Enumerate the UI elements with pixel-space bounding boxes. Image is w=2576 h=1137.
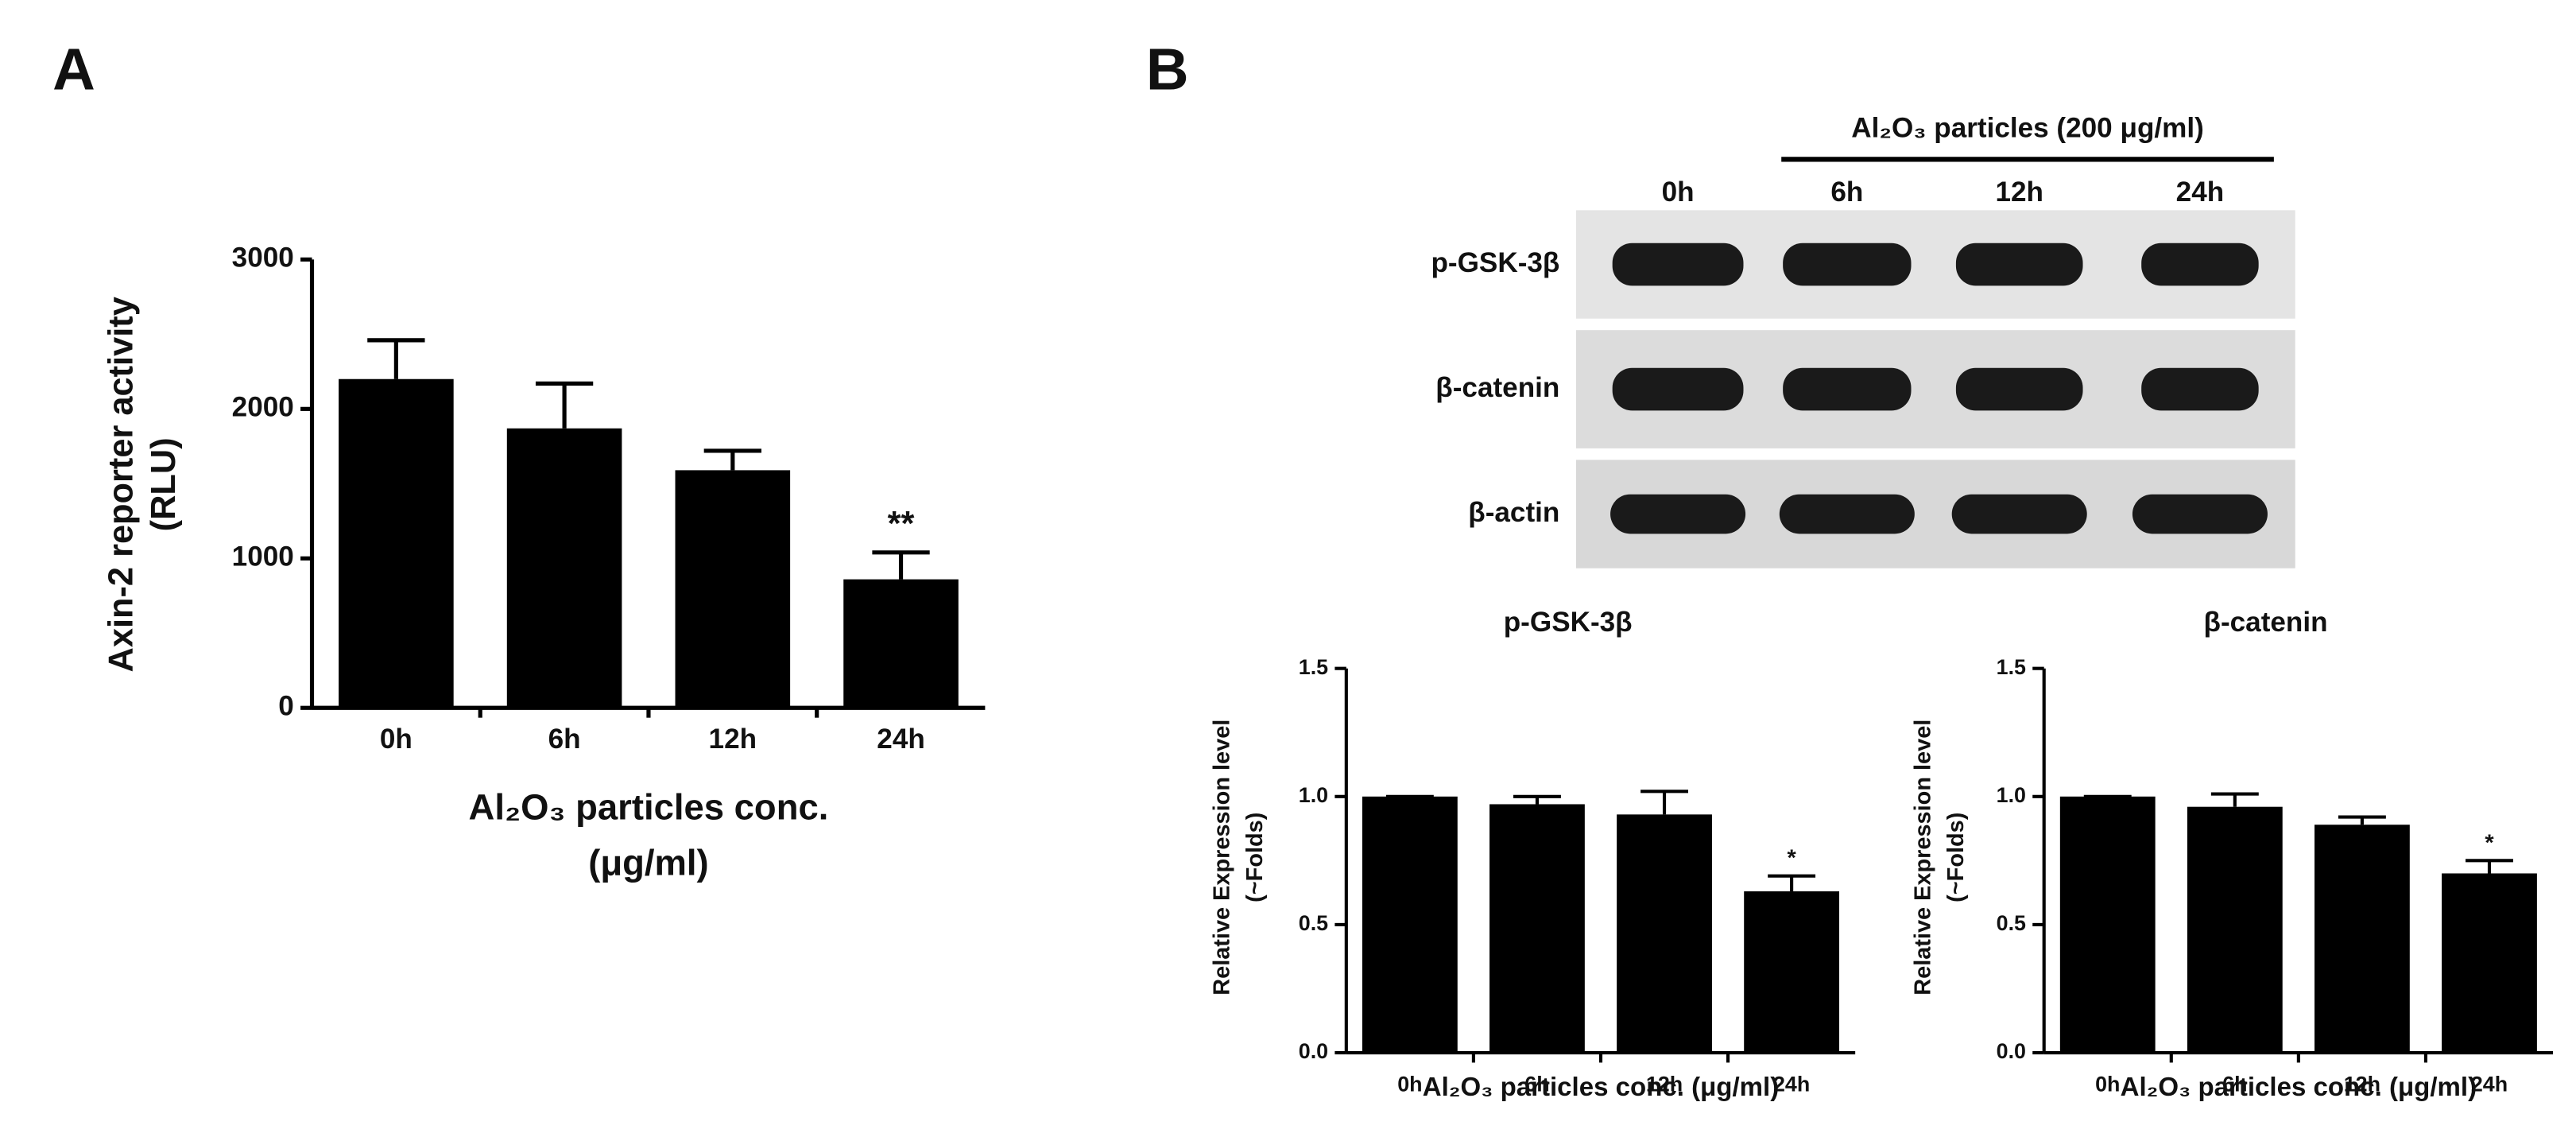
blot-band [2132, 494, 2268, 534]
blot-band [1779, 494, 1915, 534]
chart-title: p-GSK-3β [1504, 607, 1633, 638]
x-axis-label: Al₂O₃ particles conc. (μg/ml) [1423, 1073, 1779, 1102]
bar [2059, 796, 2156, 1054]
bar [843, 579, 959, 708]
y-axis-label: (RLU) [145, 437, 183, 531]
error-bar [367, 338, 425, 379]
y-tick-label: 0.0 [1997, 1039, 2026, 1063]
x-tick-label: 12h [709, 724, 757, 755]
panel-label: B [1146, 37, 1189, 103]
error-bar [703, 448, 761, 471]
lane-label: 12h [1995, 177, 2043, 208]
significance: ** [888, 505, 915, 543]
y-tick-label: 0.0 [1299, 1039, 1328, 1063]
blot-band [1612, 243, 1744, 286]
bar [1362, 796, 1458, 1054]
x-tick-label: 6h [1524, 1072, 1549, 1096]
blot-band [1955, 367, 2083, 411]
chart-title: β-catenin [2204, 607, 2328, 638]
x-tick-label: 6h [2222, 1072, 2247, 1096]
error-bar [1768, 874, 1816, 892]
blot-band [1783, 367, 1912, 411]
error-bar [2210, 792, 2259, 807]
bar [1744, 891, 1840, 1054]
row-label: p-GSK-3β [1431, 247, 1559, 278]
y-axis-label: Relative Expression level [1210, 720, 1235, 995]
row-label: β-catenin [1435, 372, 1559, 403]
y-tick-label: 1.0 [1299, 783, 1328, 807]
bar [1617, 814, 1712, 1054]
y-tick-label: 1000 [232, 541, 294, 572]
error-bar [872, 550, 930, 580]
x-axis-label: Al₂O₃ particles conc. (μg/ml) [2121, 1073, 2477, 1102]
error-bar [2466, 859, 2513, 874]
blot-header: Al₂O₃ particles (200 μg/ml) [1851, 112, 2204, 143]
x-tick-label: 6h [548, 724, 581, 755]
bar [675, 470, 791, 708]
blot-band [1783, 243, 1912, 286]
y-tick-label: 1.0 [1997, 783, 2026, 807]
blot-band [1612, 367, 1744, 411]
error-bar [1641, 790, 1688, 815]
bar [1489, 804, 1585, 1054]
x-tick-label: 12h [2344, 1072, 2380, 1096]
y-tick-label: 1.5 [1299, 655, 1328, 679]
significance: * [2485, 830, 2494, 856]
bar [339, 378, 454, 708]
bar [2442, 873, 2537, 1054]
y-tick-label: 0.5 [1997, 911, 2026, 935]
blot-band [1955, 243, 2083, 286]
row-label: β-actin [1468, 497, 1559, 528]
y-axis-label: Relative Expression level [1911, 720, 1936, 995]
y-tick-label: 2000 [232, 392, 294, 423]
x-axis-label: (μg/ml) [588, 843, 708, 883]
y-tick-label: 0 [278, 691, 294, 722]
y-axis-label: Axin-2 reporter activity [102, 297, 140, 672]
x-tick-label: 0h [1397, 1072, 1422, 1096]
y-tick-label: 3000 [232, 243, 294, 274]
y-tick-label: 1.5 [1997, 655, 2026, 679]
error-bar [535, 381, 594, 429]
blot-band [2141, 243, 2259, 286]
error-bar [1513, 794, 1561, 805]
lane-label: 6h [1830, 177, 1863, 208]
x-tick-label: 12h [1646, 1072, 1683, 1096]
blot-band [1951, 494, 2087, 534]
x-tick-label: 24h [2471, 1072, 2508, 1096]
lane-label: 0h [1662, 177, 1695, 208]
bar [506, 428, 622, 708]
error-bar [2338, 815, 2386, 825]
x-tick-label: 0h [380, 724, 413, 755]
blot-band [2141, 367, 2259, 411]
blot-band [1610, 494, 1746, 534]
x-tick-label: 24h [877, 724, 925, 755]
x-tick-label: 0h [2095, 1072, 2120, 1096]
significance: * [1787, 846, 1796, 871]
y-tick-label: 0.5 [1299, 911, 1328, 935]
bar [2187, 806, 2283, 1054]
panel-label: A [52, 37, 95, 103]
bar [2315, 825, 2410, 1054]
y-axis-label: (~Folds) [1943, 813, 1969, 902]
x-axis-label: Al₂O₃ particles conc. [469, 786, 829, 827]
x-tick-label: 24h [1773, 1072, 1810, 1096]
lane-label: 24h [2176, 177, 2225, 208]
y-axis-label: (~Folds) [1242, 813, 1268, 902]
